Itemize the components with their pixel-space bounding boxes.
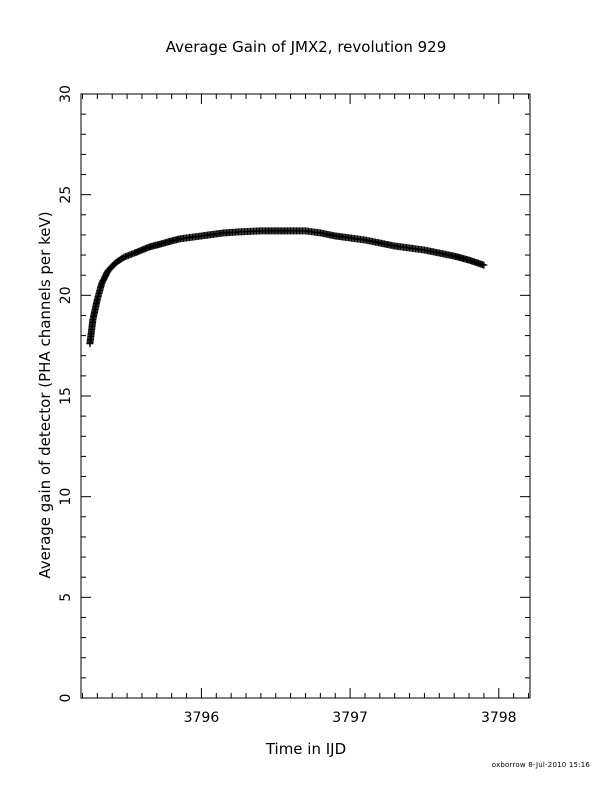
x-tick-label: 3798 (481, 710, 517, 726)
y-tick-label: 10 (58, 488, 74, 506)
y-tick-label: 25 (58, 186, 74, 204)
y-tick-label: 20 (58, 286, 74, 304)
y-tick-label: 15 (58, 387, 74, 405)
x-axis-label: Time in IJD (265, 740, 347, 758)
tick-labels: 0 5 10 15 20 25 30 3796 3797 3798 (58, 85, 517, 726)
y-tick-label: 30 (58, 85, 74, 103)
data-points (86, 227, 488, 348)
data-point (480, 261, 488, 269)
plot-frame (80, 93, 531, 699)
x-tick-label: 3796 (184, 710, 220, 726)
y-tick-label: 5 (58, 593, 74, 602)
axis-ticks (81, 93, 530, 699)
chart-title: Average Gain of JMX2, revolution 929 (165, 38, 447, 56)
x-tick-label: 3797 (332, 710, 368, 726)
y-tick-label: 0 (58, 694, 74, 703)
footer-credit: oxborrow 8-Jul-2010 15:16 (491, 761, 590, 769)
